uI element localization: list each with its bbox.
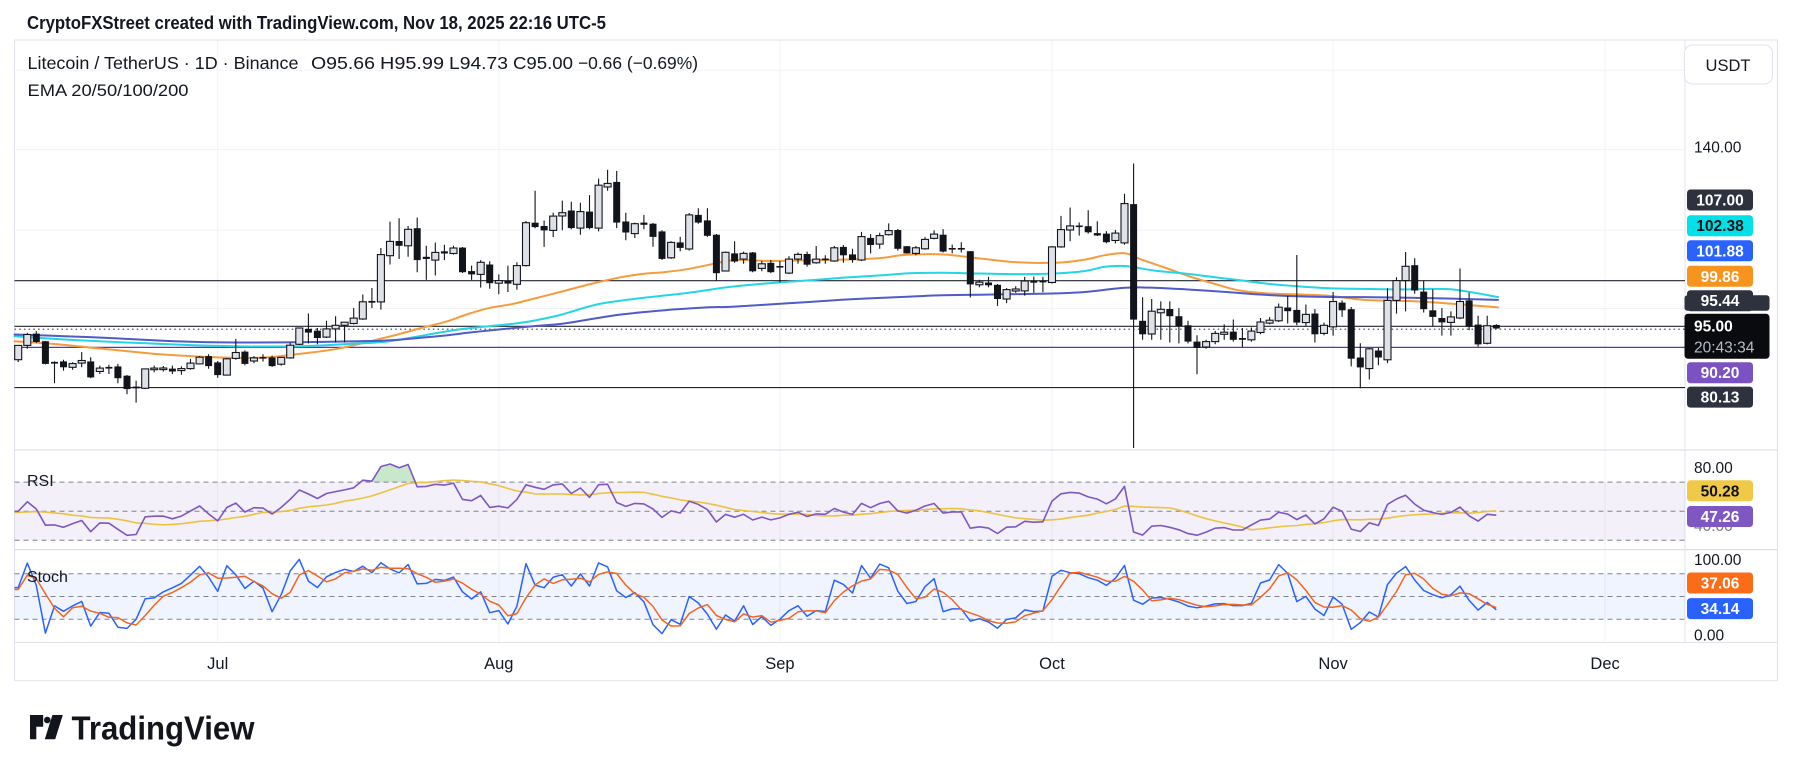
svg-text:C95.00: C95.00 (513, 53, 573, 73)
svg-text:H95.99: H95.99 (380, 53, 444, 73)
svg-text:Jul: Jul (207, 655, 228, 673)
svg-text:−0.66 (−0.69%): −0.66 (−0.69%) (578, 53, 698, 73)
svg-text:99.86: 99.86 (1701, 269, 1740, 286)
svg-text:Sep: Sep (765, 655, 794, 673)
svg-text:L94.73: L94.73 (449, 53, 508, 73)
svg-text:Aug: Aug (484, 655, 513, 673)
svg-text:Nov: Nov (1318, 655, 1348, 673)
svg-text:100.00: 100.00 (1694, 552, 1742, 569)
svg-text:20:43:34: 20:43:34 (1694, 340, 1755, 357)
svg-text:Oct: Oct (1039, 655, 1065, 673)
svg-text:50.28: 50.28 (1701, 483, 1740, 500)
svg-text:34.14: 34.14 (1701, 601, 1740, 618)
svg-text:TradingView: TradingView (72, 710, 255, 747)
svg-text:O95.66: O95.66 (311, 53, 375, 73)
svg-text:37.06: 37.06 (1701, 576, 1740, 593)
svg-text:USDT: USDT (1706, 57, 1751, 75)
svg-text:CryptoFXStreet created with Tr: CryptoFXStreet created with TradingView.… (27, 13, 606, 33)
svg-text:90.20: 90.20 (1701, 365, 1740, 382)
svg-text:RSI: RSI (27, 473, 54, 490)
svg-text:47.26: 47.26 (1701, 509, 1740, 526)
svg-text:140.00: 140.00 (1694, 140, 1742, 157)
svg-text:95.00: 95.00 (1694, 319, 1733, 336)
svg-text:Stoch: Stoch (27, 569, 68, 586)
svg-text:EMA 20/50/100/200: EMA 20/50/100/200 (28, 81, 189, 100)
svg-text:80.00: 80.00 (1694, 460, 1733, 477)
svg-text:80.13: 80.13 (1701, 390, 1740, 407)
svg-text:102.38: 102.38 (1696, 218, 1744, 235)
svg-text:107.00: 107.00 (1696, 193, 1743, 210)
svg-text:Litecoin / TetherUS · 1D · Bin: Litecoin / TetherUS · 1D · Binance (28, 53, 299, 73)
svg-text:101.88: 101.88 (1696, 243, 1744, 260)
svg-text:0.00: 0.00 (1694, 628, 1725, 645)
svg-text:95.44: 95.44 (1701, 293, 1740, 310)
svg-text:Dec: Dec (1590, 655, 1619, 673)
